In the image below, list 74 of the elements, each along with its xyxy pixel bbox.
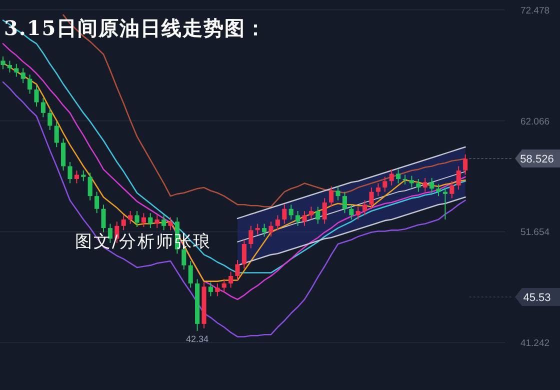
candlestick bbox=[296, 210, 300, 226]
candlestick bbox=[162, 214, 166, 231]
candlestick bbox=[54, 120, 59, 148]
candlestick bbox=[308, 206, 314, 220]
ref-line-label: 58.526 bbox=[520, 153, 554, 166]
line-series bbox=[2, 81, 466, 338]
candlestick bbox=[40, 98, 46, 118]
candlestick bbox=[101, 204, 106, 233]
candlestick bbox=[141, 212, 146, 228]
candlestick bbox=[154, 214, 160, 229]
candlestick bbox=[342, 191, 347, 214]
candlestick bbox=[134, 210, 140, 228]
candlestick bbox=[215, 282, 220, 297]
candlestick bbox=[68, 161, 72, 184]
candlestick bbox=[268, 221, 274, 238]
candlestick bbox=[369, 187, 374, 210]
candlestick bbox=[108, 223, 112, 244]
candlestick bbox=[248, 225, 254, 249]
candlestick bbox=[255, 223, 260, 235]
candlestick bbox=[235, 260, 240, 281]
candlestick bbox=[396, 168, 401, 184]
candlestick bbox=[88, 172, 92, 201]
candlestick bbox=[262, 223, 267, 238]
candlestick bbox=[422, 177, 428, 192]
candlestick bbox=[7, 60, 12, 73]
candlestick bbox=[356, 206, 360, 220]
candlestick bbox=[349, 204, 354, 220]
candlestick bbox=[316, 206, 320, 224]
candlestick bbox=[128, 210, 133, 224]
candlestick bbox=[81, 170, 86, 182]
candlestick bbox=[430, 177, 434, 194]
candlestick bbox=[456, 166, 461, 190]
candlestick bbox=[376, 182, 380, 197]
candlestick bbox=[336, 186, 340, 201]
line-series bbox=[236, 146, 466, 220]
candlestick bbox=[61, 138, 66, 171]
candlestick bbox=[74, 170, 79, 184]
y-tick-label: 62.066 bbox=[520, 116, 550, 128]
y-tick-label: 41.242 bbox=[520, 338, 550, 350]
candlestick bbox=[168, 216, 173, 231]
candlestick bbox=[450, 180, 454, 199]
candlestick bbox=[275, 214, 280, 231]
y-tick-label: 72.478 bbox=[520, 5, 550, 16]
candlestick bbox=[329, 186, 334, 208]
candlestick bbox=[463, 154, 468, 176]
candlestick bbox=[222, 278, 226, 292]
candlestick bbox=[28, 74, 32, 94]
ref-line-label: 45.53 bbox=[523, 292, 551, 304]
y-tick-label: 51.654 bbox=[520, 227, 550, 238]
candlestick bbox=[34, 84, 39, 108]
candlestick bbox=[288, 204, 294, 220]
candlestick bbox=[322, 198, 327, 224]
candlestick bbox=[242, 239, 246, 270]
candlestick bbox=[208, 282, 213, 297]
candlestick bbox=[416, 178, 421, 192]
candlestick bbox=[188, 260, 193, 288]
candlestick bbox=[48, 108, 52, 130]
candlestick bbox=[121, 214, 126, 231]
candlestick bbox=[409, 175, 414, 188]
candlestick bbox=[442, 187, 448, 220]
candlestick bbox=[14, 63, 19, 78]
candlestick bbox=[436, 184, 441, 197]
annotation: 42.34 bbox=[186, 334, 209, 344]
candlestick bbox=[302, 210, 307, 226]
candlestick bbox=[20, 68, 26, 84]
candlestick bbox=[382, 176, 388, 192]
candlestick bbox=[389, 168, 394, 186]
candlestick bbox=[228, 271, 234, 288]
candlestick bbox=[0, 56, 6, 70]
candlestick bbox=[282, 204, 287, 224]
candlestick bbox=[362, 200, 368, 216]
candlestick bbox=[148, 212, 153, 229]
candlestick bbox=[94, 191, 100, 214]
candlestick bbox=[402, 174, 408, 185]
